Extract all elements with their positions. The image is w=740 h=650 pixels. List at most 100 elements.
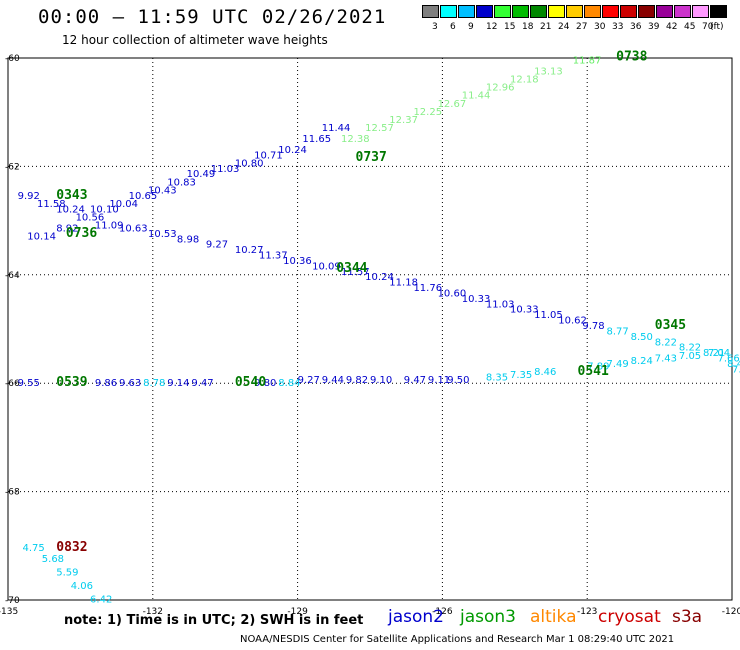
swh-value-label: 12.67 (438, 99, 467, 110)
swh-value-label: 10.53 (148, 229, 177, 240)
legend-altika: altika (530, 607, 577, 627)
color-scale-tick-label: 12 (486, 22, 498, 32)
legend-cryosat: cryosat (598, 607, 661, 627)
swh-value-label: 9.27 (206, 240, 228, 251)
pass-time-label: 0541 (578, 364, 609, 379)
swh-value-label: 12.18 (510, 74, 539, 85)
color-scale-swatch (620, 5, 637, 18)
color-scale-swatch (692, 5, 709, 18)
swh-value-label: 8.24 (631, 356, 653, 367)
latitude-tick-label: -62 (5, 162, 20, 172)
color-scale-tick-label: 15 (504, 22, 516, 32)
longitude-tick-label: -120 (722, 607, 740, 617)
color-scale-tick-label: 9 (468, 22, 474, 32)
page-title: 00:00 – 11:59 UTC 02/26/2021 (38, 6, 387, 28)
swh-value-label: 9.78 (582, 321, 604, 332)
swh-value-label: 10.43 (148, 186, 177, 197)
color-scale-tick-label: 24 (558, 22, 570, 32)
color-scale-unit: (ft) (710, 22, 724, 32)
legend-jason2: jason2 (388, 607, 444, 627)
swh-value-label: 13.13 (534, 66, 563, 77)
pass-time-label: 0737 (356, 150, 387, 165)
color-scale-swatch (710, 5, 727, 18)
color-scale-tick-label: 45 (684, 22, 696, 32)
swh-value-label: 7.66 (718, 354, 740, 365)
color-scale-swatch (530, 5, 547, 18)
swh-value-label: 10.49 (187, 169, 216, 180)
swh-value-label: 11.18 (389, 278, 418, 289)
pass-time-label: 0738 (616, 50, 647, 65)
swh-value-label: 12.96 (486, 83, 515, 94)
swh-value-label: 9.55 (18, 378, 40, 389)
legend-jason3: jason3 (460, 607, 516, 627)
pass-time-label: 0736 (66, 226, 97, 241)
swh-value-label: 8.35 (486, 372, 508, 383)
swh-value-label: 10.24 (56, 204, 85, 215)
color-scale-tick-label: 27 (576, 22, 588, 32)
swh-value-label: 11.44 (322, 123, 351, 134)
color-scale-tick-label: 30 (594, 22, 606, 32)
color-scale-swatch (566, 5, 583, 18)
color-scale-swatch (458, 5, 475, 18)
swh-value-label: 8.40 (727, 359, 740, 370)
swh-value-label: 11.03 (211, 164, 240, 175)
swh-value-label: 8.92 (56, 223, 78, 234)
latitude-tick-label: -68 (5, 488, 20, 498)
color-scale-tick-label: 70 (702, 22, 714, 32)
longitude-tick-label: -123 (577, 607, 597, 617)
swh-value-label: 7.05 (679, 351, 701, 362)
swh-value-label: 9.50 (447, 375, 469, 386)
swh-value-label: 10.04 (109, 199, 138, 210)
swh-value-label: 8.22 (679, 343, 701, 354)
pass-time-label: 0539 (56, 375, 87, 390)
swh-value-label: 10.33 (510, 305, 539, 316)
color-scale-swatch (548, 5, 565, 18)
swh-value-label: 11.57 (341, 267, 370, 278)
color-scale-swatch (602, 5, 619, 18)
swh-value-label: 10.14 (27, 232, 56, 243)
swh-value-label: 11.44 (462, 91, 491, 102)
color-scale-tick-label: 39 (648, 22, 660, 32)
swh-value-label: 9.80 (254, 378, 276, 389)
color-scale-swatch (494, 5, 511, 18)
swh-value-label: 9.92 (18, 191, 40, 202)
swh-value-label: 7.49 (607, 359, 629, 370)
swh-value-label: 8.21 (703, 348, 725, 359)
swh-value-label: 7.89 (587, 362, 609, 373)
swh-value-label: 7.43 (655, 354, 677, 365)
swh-value-label: 10.63 (119, 223, 148, 234)
color-scale-swatch (476, 5, 493, 18)
latitude-tick-label: -70 (5, 596, 20, 606)
pass-time-label: 0832 (56, 540, 87, 555)
swh-value-label: 10.80 (235, 158, 264, 169)
latitude-tick-label: -60 (5, 54, 20, 64)
swh-value-label: 9.63 (119, 378, 141, 389)
swh-value-label: 10.24 (278, 145, 307, 156)
swh-value-label: 4.06 (71, 581, 93, 592)
plot-frame (7, 57, 733, 601)
swh-value-label: 11.05 (534, 310, 563, 321)
color-scale-tick-label: 18 (522, 22, 534, 32)
swh-value-label: 8.22 (655, 337, 677, 348)
swh-value-label: 9.44 (322, 375, 344, 386)
swh-value-label: 8.98 (177, 234, 199, 245)
longitude-tick-label: -132 (143, 607, 163, 617)
pass-time-label: 0540 (235, 375, 266, 390)
swh-value-label: 9.10 (370, 375, 392, 386)
swh-value-label: 9.14 (167, 378, 189, 389)
color-scale-swatch (584, 5, 601, 18)
swh-value-label: 9.47 (404, 375, 426, 386)
swh-value-label: 10.56 (76, 213, 105, 224)
swh-value-label: 11.76 (413, 283, 442, 294)
color-scale-swatch (512, 5, 529, 18)
pass-time-label: 0343 (56, 188, 87, 203)
swh-value-label: 4.75 (22, 543, 44, 554)
color-scale-tick-label: 42 (666, 22, 678, 32)
swh-value-label: 10.10 (90, 204, 119, 215)
swh-value-label: 11.37 (259, 251, 288, 262)
swh-value-label: 12.57 (365, 123, 394, 134)
color-scale-swatch (674, 5, 691, 18)
pass-time-label: 0344 (336, 261, 367, 276)
